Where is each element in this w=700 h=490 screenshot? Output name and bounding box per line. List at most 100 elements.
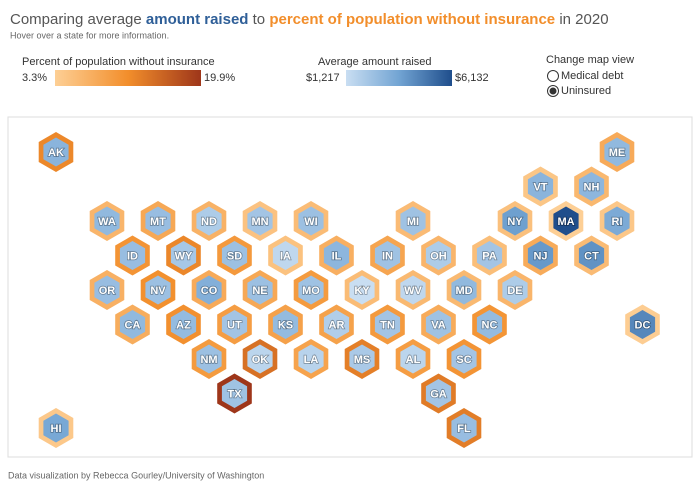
- radio[interactable]: [547, 70, 559, 82]
- state[interactable]: SD: [217, 235, 252, 276]
- raised-fill[interactable]: [247, 206, 273, 236]
- state[interactable]: MO: [293, 270, 329, 310]
- state-label[interactable]: DC: [634, 319, 651, 333]
- state[interactable]: NM: [191, 339, 227, 379]
- raised-fill[interactable]: [502, 275, 528, 305]
- state-label[interactable]: SD: [226, 250, 243, 264]
- raised-fill[interactable]: [527, 241, 554, 270]
- raised-fill[interactable]: [145, 206, 171, 236]
- raised-fill[interactable]: [400, 275, 426, 305]
- state[interactable]: KY: [344, 270, 380, 310]
- state[interactable]: MI: [395, 201, 431, 241]
- state[interactable]: HI: [38, 408, 74, 448]
- state-label[interactable]: NV: [150, 284, 167, 298]
- state[interactable]: KS: [268, 304, 303, 345]
- raised-fill[interactable]: [400, 206, 426, 236]
- state-label[interactable]: PA: [482, 250, 498, 264]
- state-label[interactable]: MT: [149, 215, 167, 229]
- state-label[interactable]: SC: [456, 353, 473, 367]
- raised-fill[interactable]: [43, 137, 69, 167]
- state[interactable]: ID: [115, 235, 150, 276]
- state[interactable]: VT: [523, 166, 558, 207]
- raised-fill[interactable]: [298, 344, 324, 374]
- raised-fill[interactable]: [629, 310, 656, 339]
- state[interactable]: CT: [574, 235, 609, 276]
- state-label[interactable]: ID: [126, 250, 139, 264]
- raised-fill[interactable]: [349, 344, 375, 374]
- state-label[interactable]: NY: [507, 215, 524, 229]
- state[interactable]: WI: [293, 201, 329, 241]
- raised-fill[interactable]: [43, 413, 69, 443]
- state-label[interactable]: IA: [279, 250, 292, 264]
- state-label[interactable]: OH: [430, 250, 448, 264]
- state[interactable]: DC: [625, 304, 660, 345]
- state[interactable]: AK: [38, 132, 74, 172]
- state-label[interactable]: NJ: [533, 250, 549, 264]
- raised-fill[interactable]: [425, 379, 452, 408]
- state[interactable]: NY: [497, 201, 533, 241]
- raised-fill[interactable]: [476, 241, 503, 270]
- raised-fill[interactable]: [323, 310, 350, 339]
- raised-fill[interactable]: [221, 310, 248, 339]
- state-label[interactable]: AK: [47, 146, 64, 160]
- state[interactable]: WV: [395, 270, 431, 310]
- state[interactable]: IA: [268, 235, 303, 276]
- state[interactable]: CO: [191, 270, 227, 310]
- state[interactable]: SC: [446, 339, 482, 379]
- state-label[interactable]: ND: [200, 215, 217, 229]
- raised-fill[interactable]: [94, 275, 120, 305]
- raised-fill[interactable]: [451, 275, 477, 305]
- state[interactable]: WY: [166, 235, 201, 276]
- raised-fill[interactable]: [323, 241, 350, 270]
- state-label[interactable]: KS: [277, 319, 294, 333]
- state[interactable]: FL: [446, 408, 482, 448]
- state-label[interactable]: NH: [583, 181, 600, 195]
- state-label[interactable]: MS: [353, 353, 371, 367]
- raised-fill[interactable]: [196, 206, 222, 236]
- state[interactable]: IL: [319, 235, 354, 276]
- state[interactable]: NH: [574, 166, 609, 207]
- state-label[interactable]: NC: [481, 319, 498, 333]
- state-label[interactable]: NE: [252, 284, 269, 298]
- state-label[interactable]: MA: [557, 215, 576, 229]
- raised-fill[interactable]: [119, 310, 146, 339]
- radio-label[interactable]: Medical debt: [561, 70, 623, 82]
- state-label[interactable]: TN: [379, 319, 395, 333]
- state[interactable]: UT: [217, 304, 252, 345]
- state[interactable]: CA: [115, 304, 150, 345]
- state[interactable]: TX: [217, 373, 252, 414]
- state[interactable]: OR: [89, 270, 125, 310]
- state-label[interactable]: FL: [457, 422, 472, 436]
- state-label[interactable]: WI: [304, 215, 319, 229]
- state[interactable]: TN: [370, 304, 405, 345]
- state-label[interactable]: ME: [608, 146, 626, 160]
- raised-fill[interactable]: [425, 310, 452, 339]
- state-label[interactable]: NM: [200, 353, 219, 367]
- state[interactable]: OK: [242, 339, 278, 379]
- raised-fill[interactable]: [272, 310, 299, 339]
- state-label[interactable]: OK: [251, 353, 269, 367]
- state[interactable]: MA: [548, 201, 584, 241]
- state[interactable]: AL: [395, 339, 431, 379]
- state-label[interactable]: GA: [430, 388, 448, 402]
- state-label[interactable]: TX: [227, 388, 243, 402]
- state[interactable]: MS: [344, 339, 380, 379]
- raised-fill[interactable]: [221, 241, 248, 270]
- state-label[interactable]: IL: [331, 250, 343, 264]
- state-label[interactable]: LA: [303, 353, 319, 367]
- raised-fill[interactable]: [247, 344, 273, 374]
- raised-fill[interactable]: [578, 172, 605, 201]
- raised-fill[interactable]: [553, 206, 579, 236]
- state-label[interactable]: UT: [226, 319, 242, 333]
- raised-fill[interactable]: [94, 206, 120, 236]
- state-label[interactable]: RI: [611, 215, 624, 229]
- state-label[interactable]: AL: [405, 353, 421, 367]
- state-label[interactable]: VA: [431, 319, 447, 333]
- state[interactable]: MD: [446, 270, 482, 310]
- state-label[interactable]: CT: [583, 250, 599, 264]
- raised-fill[interactable]: [374, 241, 401, 270]
- state-label[interactable]: CA: [124, 319, 141, 333]
- state[interactable]: AR: [319, 304, 354, 345]
- state[interactable]: GA: [421, 373, 456, 414]
- raised-fill[interactable]: [502, 206, 528, 236]
